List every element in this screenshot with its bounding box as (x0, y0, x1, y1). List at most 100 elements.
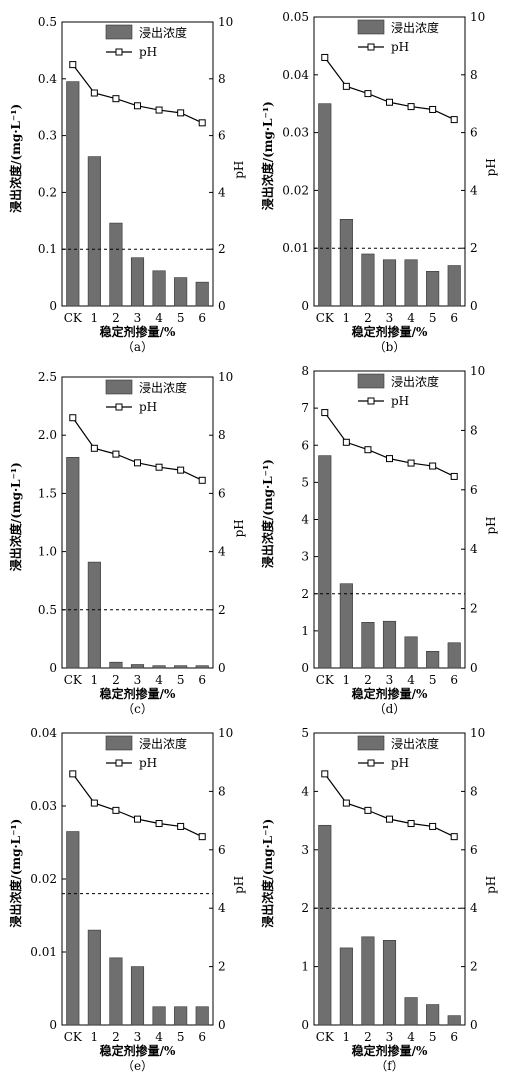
legend-line-marker (115, 403, 123, 411)
left-tick-label: 1 (301, 624, 309, 638)
right-tick-label: 10 (218, 726, 233, 740)
right-tick-label: 6 (470, 126, 478, 140)
y2-axis-title: pH (232, 161, 246, 179)
bar-2 (109, 957, 123, 1026)
panel-label: （c） (122, 702, 153, 716)
right-tick-label: 6 (218, 843, 226, 857)
ph-point-4 (407, 459, 415, 467)
panel-label: （e） (122, 1059, 153, 1073)
right-tick-label: 10 (218, 370, 233, 384)
left-tick-label: 2 (301, 587, 309, 601)
ph-point-1 (342, 82, 350, 90)
ph-point-CK (69, 770, 77, 778)
legend-bar-swatch (105, 379, 133, 395)
left-tick-label: 5 (301, 475, 309, 489)
category-label: CK (64, 311, 83, 325)
legend-line-label: pH (139, 400, 157, 414)
left-tick-label: 0.1 (38, 242, 57, 256)
right-tick-label: 2 (218, 603, 226, 617)
right-tick-label: 8 (470, 784, 478, 798)
right-tick-label: 8 (218, 72, 226, 86)
category-label: CK (316, 673, 335, 687)
bar-3 (130, 257, 145, 307)
left-tick-label: 0 (301, 1018, 309, 1032)
left-tick-label: 0 (301, 661, 309, 675)
y-axis-title: 浸出浓度/(mg·L⁻¹) (8, 819, 23, 928)
right-tick-label: 10 (218, 15, 233, 29)
bar-CK (66, 81, 80, 307)
bar-5 (174, 277, 188, 307)
panel-label: （f） (375, 1059, 403, 1073)
ph-point-5 (429, 822, 437, 830)
right-tick-label: 2 (218, 242, 226, 256)
bar-4 (404, 636, 418, 669)
bar-2 (361, 936, 375, 1026)
legend-bar-label: 浸出浓度 (391, 736, 439, 751)
legend-line-label: pH (139, 45, 157, 59)
bar-2 (361, 253, 375, 307)
legend-bar-swatch (357, 373, 385, 389)
right-tick-label: 10 (470, 10, 485, 24)
legend-line-label: pH (391, 756, 409, 770)
legend-bar-label: 浸出浓度 (391, 374, 439, 389)
legend-line-marker (115, 759, 123, 767)
bar-6 (447, 1015, 461, 1026)
left-tick-label: 0.05 (282, 10, 309, 24)
bar-1 (339, 947, 353, 1026)
ph-point-2 (364, 90, 372, 98)
category-label: 3 (134, 673, 142, 687)
x-axis-title: 稳定剂掺量/% (352, 324, 428, 339)
category-label: CK (64, 673, 83, 687)
category-label: 1 (343, 1030, 351, 1044)
bar-6 (195, 281, 209, 307)
left-tick-label: 4 (301, 513, 309, 527)
bar-5 (426, 1004, 440, 1026)
plot-frame (61, 376, 214, 669)
category-label: 6 (450, 311, 458, 325)
right-tick-label: 4 (470, 542, 478, 556)
left-tick-label: 3 (301, 550, 309, 564)
right-tick-label: 10 (470, 364, 485, 378)
y-axis-title: 浸出浓度/(mg·L⁻¹) (260, 819, 275, 928)
legend-line-label: pH (391, 40, 409, 54)
ph-point-6 (450, 833, 458, 841)
bar-1 (87, 156, 101, 307)
left-tick-label: 0.4 (38, 72, 57, 86)
bar-3 (382, 620, 397, 669)
right-tick-label: 6 (470, 843, 478, 857)
left-tick-label: 5 (301, 726, 309, 740)
category-label: 2 (364, 673, 372, 687)
y2-axis-title: pH (484, 876, 498, 894)
ph-point-CK (321, 409, 329, 417)
left-tick-label: 2.5 (38, 370, 57, 384)
legend-line-label: pH (139, 756, 157, 770)
x-axis-title: 稳定剂掺量/% (100, 1043, 176, 1058)
x-axis-title: 稳定剂掺量/% (352, 1043, 428, 1058)
right-tick-label: 2 (470, 241, 478, 255)
category-label: 3 (386, 311, 394, 325)
legend-bar-swatch (357, 19, 385, 35)
category-label: 1 (91, 673, 99, 687)
right-tick-label: 10 (470, 726, 485, 740)
category-label: CK (316, 1030, 335, 1044)
y2-axis-title: pH (484, 516, 498, 534)
ph-point-6 (450, 472, 458, 480)
ph-point-6 (198, 476, 206, 484)
left-tick-label: 0.5 (38, 603, 57, 617)
panel-label: （a） (122, 340, 153, 354)
bar-3 (382, 940, 397, 1026)
legend-bar-label: 浸出浓度 (391, 20, 439, 35)
category-label: 1 (343, 311, 351, 325)
ph-point-2 (112, 95, 120, 103)
x-axis-title: 稳定剂掺量/% (100, 686, 176, 701)
bar-2 (109, 661, 123, 669)
right-tick-label: 2 (470, 602, 478, 616)
left-tick-label: 6 (301, 438, 309, 452)
right-tick-label: 8 (470, 423, 478, 437)
bar-6 (447, 642, 461, 669)
category-label: 2 (112, 1030, 120, 1044)
